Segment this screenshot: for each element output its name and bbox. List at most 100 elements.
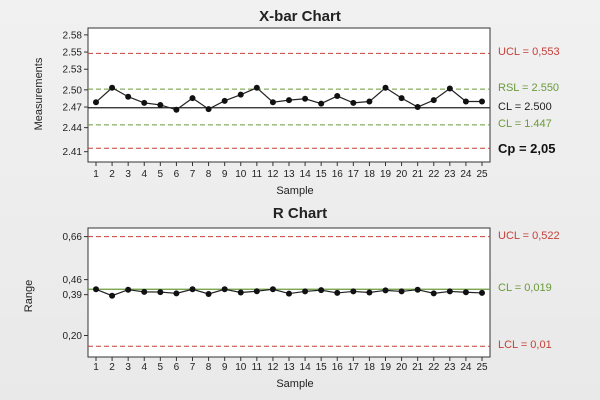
x-tick-label: 14	[300, 362, 312, 373]
y-tick-label: 0,66	[63, 232, 83, 243]
x-tick-label: 24	[460, 362, 472, 373]
y-tick-label: 2.53	[63, 65, 83, 76]
x-tick-label: 15	[316, 362, 328, 373]
x-tick-label: 1	[93, 362, 99, 373]
x-tick-label: 7	[190, 169, 196, 180]
data-point	[141, 99, 148, 106]
x-tick-label: 22	[428, 362, 440, 373]
control-limit-label: CL = 2.500	[498, 100, 552, 113]
x-tick-label: 21	[412, 169, 424, 180]
control-limit-label: LCL = 0,01	[498, 339, 552, 352]
x-tick-label: 18	[364, 169, 376, 180]
y-tick-label: 2.55	[63, 48, 83, 59]
data-point	[446, 288, 453, 295]
x-tick-label: 21	[412, 362, 424, 373]
x-tick-label: 11	[252, 169, 263, 180]
data-point	[221, 97, 228, 104]
x-tick-label: 23	[444, 169, 456, 180]
control-limit-label: Cp = 2,05	[498, 141, 556, 157]
data-point	[93, 286, 99, 293]
data-point	[398, 288, 405, 295]
x-tick-label: 6	[174, 362, 180, 373]
data-point	[462, 98, 469, 105]
data-point	[366, 289, 373, 296]
x-tick-label: 5	[158, 169, 164, 180]
x-tick-label: 25	[476, 169, 488, 180]
data-point	[269, 99, 276, 106]
data-point	[382, 84, 389, 91]
data-point	[125, 286, 132, 293]
x-tick-label: 4	[141, 169, 147, 180]
data-point	[109, 292, 116, 299]
data-point	[334, 93, 341, 100]
data-point	[430, 290, 437, 297]
data-point	[189, 95, 196, 102]
x-tick-label: 12	[267, 169, 279, 180]
x-tick-label: 22	[428, 169, 440, 180]
data-point	[286, 290, 292, 297]
x-tick-label: 25	[476, 362, 488, 373]
data-point	[237, 91, 244, 98]
data-point	[286, 97, 292, 104]
data-point	[334, 289, 341, 296]
data-point	[253, 288, 260, 295]
y-tick-label: 2.58	[63, 30, 83, 41]
control-limit-label: RSL = 2.550	[498, 82, 560, 95]
data-point	[462, 289, 469, 296]
data-point	[189, 286, 196, 293]
data-point	[479, 98, 485, 105]
y-tick-label: 0,20	[63, 331, 83, 342]
x-tick-label: 11	[252, 362, 263, 373]
control-limit-label: CL = 0,019	[498, 282, 552, 295]
x-tick-label: 4	[141, 362, 147, 373]
xbar-x-axis-label: Sample	[276, 185, 314, 197]
x-tick-label: 2	[109, 169, 115, 180]
data-point	[157, 289, 164, 296]
y-tick-label: 2.41	[63, 147, 83, 158]
data-point	[430, 97, 437, 104]
x-tick-label: 19	[380, 169, 392, 180]
y-tick-label: 0,46	[63, 275, 83, 286]
x-tick-label: 14	[300, 169, 312, 180]
x-tick-label: 10	[235, 362, 247, 373]
data-point	[173, 106, 180, 113]
control-limit-label: UCL = 0,553	[498, 46, 560, 59]
x-tick-label: 20	[396, 362, 408, 373]
x-tick-label: 12	[267, 362, 279, 373]
data-point	[221, 286, 228, 293]
y-tick-label: 2.50	[63, 85, 83, 96]
x-tick-label: 17	[348, 169, 360, 180]
x-tick-label: 9	[222, 362, 228, 373]
data-point	[382, 287, 389, 294]
data-point	[302, 95, 309, 102]
data-point	[318, 287, 325, 294]
data-point	[205, 106, 212, 113]
data-point	[253, 84, 260, 91]
x-tick-label: 23	[444, 362, 456, 373]
x-tick-label: 9	[222, 169, 228, 180]
x-tick-label: 7	[190, 362, 196, 373]
x-tick-label: 6	[174, 169, 180, 180]
r-chart-title: R Chart	[272, 205, 328, 222]
x-tick-label: 13	[283, 169, 295, 180]
data-point	[398, 95, 405, 102]
xbar-chart-title: X-bar Chart	[259, 8, 341, 25]
x-tick-label: 13	[283, 362, 295, 373]
x-tick-label: 3	[125, 169, 131, 180]
x-tick-label: 8	[206, 362, 212, 373]
x-tick-label: 3	[125, 362, 131, 373]
x-tick-label: 8	[206, 169, 212, 180]
x-tick-label: 18	[364, 362, 376, 373]
x-tick-label: 1	[93, 169, 99, 180]
data-point	[157, 101, 164, 108]
data-point	[350, 288, 357, 295]
data-point	[302, 288, 309, 295]
y-tick-label: 2.47	[63, 103, 83, 114]
y-tick-label: 2.44	[63, 123, 83, 134]
x-tick-label: 5	[158, 362, 164, 373]
data-point	[318, 100, 325, 107]
data-point	[125, 93, 132, 100]
plot-area	[87, 27, 491, 163]
